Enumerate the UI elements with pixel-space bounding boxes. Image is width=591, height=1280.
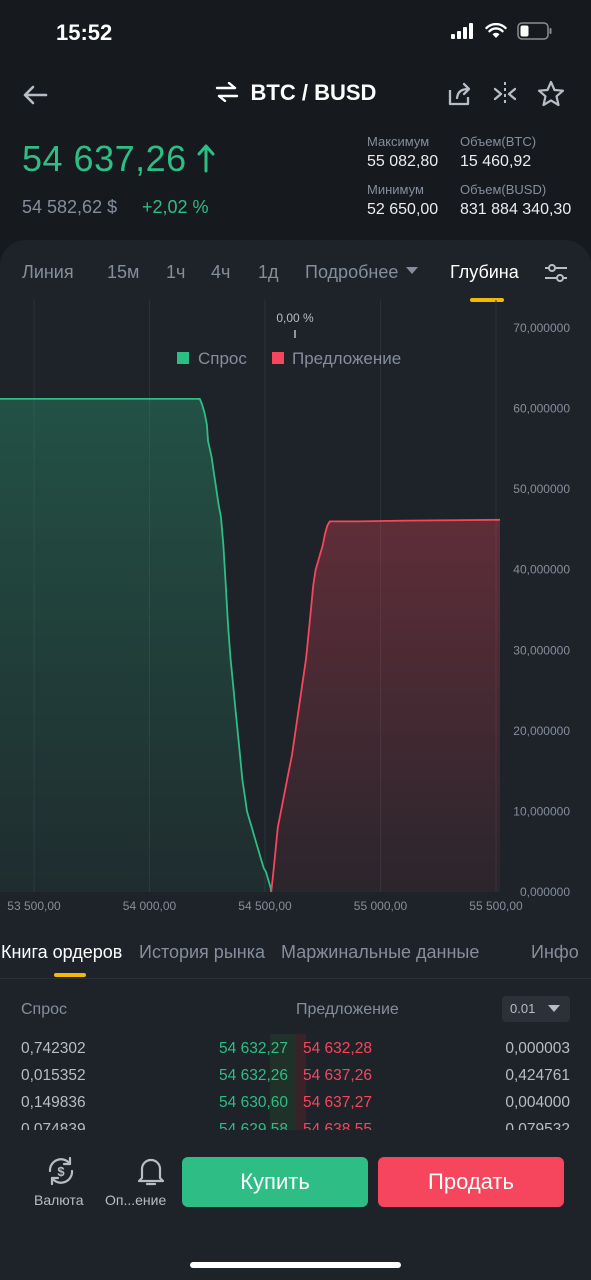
orderbook-rows: 0,742302 54 632,27 54 632,28 0,000003 0,… xyxy=(0,1036,591,1130)
mid-label: 0,00 % xyxy=(276,311,314,325)
ask-column-header: Предложение xyxy=(296,1001,399,1018)
sell-button[interactable]: Продать xyxy=(378,1157,564,1207)
price-change: +2,02 % xyxy=(142,197,209,217)
alert-label[interactable]: Оп...ение xyxy=(105,1192,167,1208)
x-tick-label: 53 500,00 xyxy=(7,899,61,913)
caret-down-icon xyxy=(406,267,419,274)
x-tick-label: 55 000,00 xyxy=(354,899,408,913)
high-value: 55 082,80 xyxy=(367,153,439,170)
last-price-value: 54 637,26 xyxy=(22,138,187,179)
active-tab-indicator xyxy=(470,298,504,302)
currency-label[interactable]: Валюта xyxy=(34,1192,84,1208)
bid-depth-area xyxy=(0,398,272,892)
tab-margin-data[interactable]: Маржинальные данные xyxy=(281,942,480,962)
legend-ask-swatch xyxy=(272,352,284,364)
precision-value: 0.01 xyxy=(510,1001,536,1016)
home-indicator xyxy=(190,1262,401,1268)
bid-column-header: Спрос xyxy=(21,1001,68,1018)
orderbook-row[interactable]: 0,015352 54 632,26 54 637,26 0,424761 xyxy=(21,1067,570,1084)
tab-15m[interactable]: 15м xyxy=(107,262,140,282)
signal-icon xyxy=(451,23,473,39)
y-tick-label: 10,000000 xyxy=(513,804,570,818)
y-tick-label: 50,000000 xyxy=(513,482,570,496)
pair-title: BTC / BUSD xyxy=(250,80,377,105)
x-tick-label: 55 500,00 xyxy=(469,899,523,913)
vol-btc-value: 15 460,92 xyxy=(460,153,532,170)
tab-orderbook[interactable]: Книга ордеров xyxy=(1,942,123,962)
bid-depth-line xyxy=(0,398,273,893)
currency-convert-icon[interactable]: $ xyxy=(45,1155,77,1187)
star-icon[interactable] xyxy=(537,80,565,108)
y-tick-label: 30,000000 xyxy=(513,643,570,657)
ask-depth-line xyxy=(270,518,501,893)
status-icons xyxy=(451,22,553,40)
tabs-divider xyxy=(0,978,591,979)
depth-chart[interactable]: 70,000000 60,000000 50,000000 40,000000 30,0… xyxy=(0,300,591,920)
wifi-icon xyxy=(485,23,507,38)
legend-bid-swatch xyxy=(177,352,189,364)
vol-btc-label: Объем(BTC) xyxy=(460,134,537,149)
bid-depth-bar xyxy=(270,1034,296,1130)
legend-ask-label: Предложение xyxy=(292,349,401,368)
tab-more[interactable]: Подробнее xyxy=(305,262,419,283)
tab-market-history[interactable]: История рынка xyxy=(139,942,265,962)
tab-more-label: Подробнее xyxy=(305,262,399,282)
status-time: 15:52 xyxy=(56,20,113,45)
low-label: Минимум xyxy=(367,182,424,197)
x-tick-label: 54 000,00 xyxy=(123,899,177,913)
price-usd: 54 582,62 $ xyxy=(22,197,118,217)
buy-button[interactable]: Купить xyxy=(182,1157,368,1207)
ask-depth-bar xyxy=(296,1034,306,1130)
y-tick-label: 40,000000 xyxy=(513,563,570,577)
swap-icon xyxy=(215,82,238,102)
precision-dropdown[interactable]: 0.01 xyxy=(502,996,570,1022)
svg-text:$: $ xyxy=(57,1164,65,1179)
y-tick-label: 20,000000 xyxy=(513,724,570,738)
orderbook-row[interactable]: 0,149836 54 630,60 54 637,27 0,004000 xyxy=(21,1094,570,1111)
tab-depth[interactable]: Глубина xyxy=(450,262,519,282)
arrow-up-icon xyxy=(197,144,215,173)
y-tick-label: 70,000000 xyxy=(513,321,570,335)
high-label: Максимум xyxy=(367,134,430,149)
tab-1d[interactable]: 1д xyxy=(258,262,279,282)
tab-info[interactable]: Инфо xyxy=(531,942,579,962)
last-price: 54 637,26 xyxy=(22,138,215,180)
tab-4h[interactable]: 4ч xyxy=(211,262,231,282)
x-tick-label: 54 500,00 xyxy=(238,899,292,913)
ask-depth-area xyxy=(271,519,500,892)
orderbook-row[interactable]: 0,074839 54 629,58 54 638,55 0,079532 xyxy=(21,1121,570,1130)
tab-1h[interactable]: 1ч xyxy=(166,262,186,282)
compare-icon[interactable] xyxy=(493,81,517,107)
legend-bid-label: Спрос xyxy=(198,349,247,368)
vol-busd-value: 831 884 340,30 xyxy=(460,201,572,218)
share-icon[interactable] xyxy=(447,81,473,107)
y-tick-label: 0,000000 xyxy=(520,885,570,899)
orderbook-tab-indicator xyxy=(54,973,86,977)
low-value: 52 650,00 xyxy=(367,201,439,218)
bell-icon[interactable] xyxy=(136,1155,166,1187)
battery-icon xyxy=(517,22,552,40)
back-arrow-icon[interactable] xyxy=(20,80,50,110)
orderbook-row[interactable]: 0,742302 54 632,27 54 632,28 0,000003 xyxy=(21,1040,570,1057)
y-tick-label: 60,000000 xyxy=(513,402,570,416)
tab-line[interactable]: Линия xyxy=(22,262,74,282)
header-actions xyxy=(447,80,565,108)
pair-selector[interactable]: BTC / BUSD xyxy=(0,80,591,106)
chart-settings-icon[interactable] xyxy=(544,263,568,283)
caret-down-icon xyxy=(548,1005,560,1012)
vol-busd-label: Объем(BUSD) xyxy=(460,182,547,197)
